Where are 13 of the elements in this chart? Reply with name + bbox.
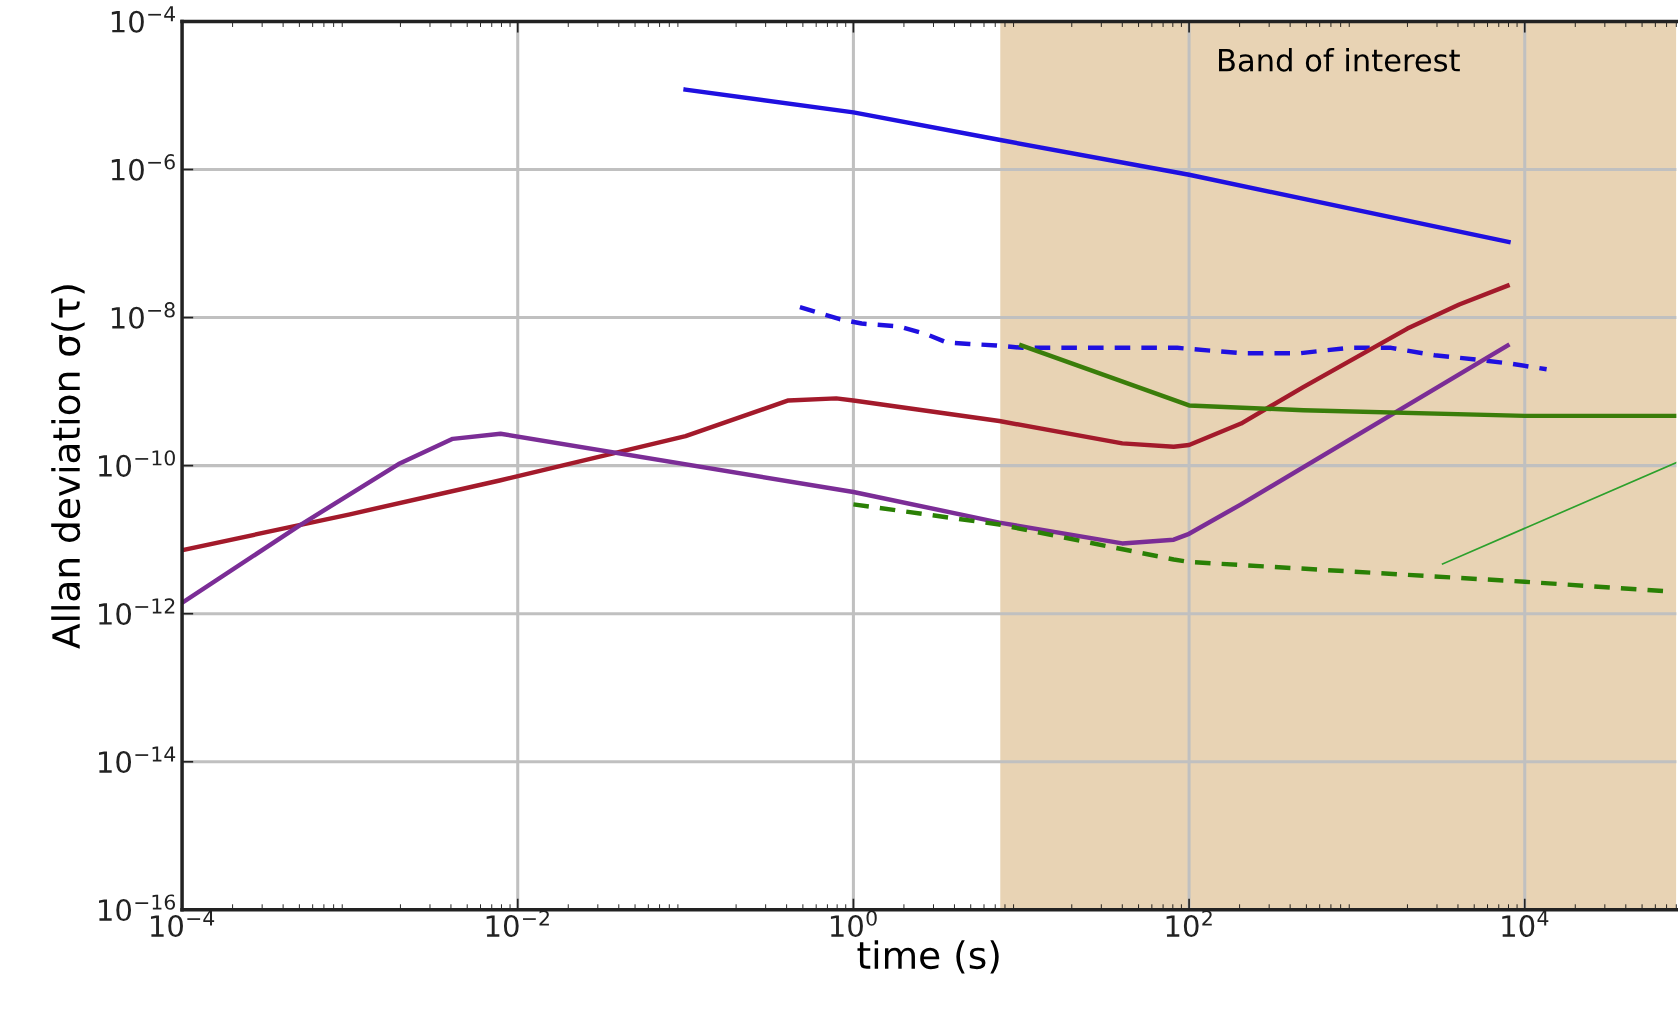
x-axis-title: time (s) <box>857 940 999 974</box>
y-tick-label: 10$^{−10}$ <box>99 450 175 477</box>
y-tick-label: 10$^{−6}$ <box>111 154 175 181</box>
x-tick-label: 10$^{0}$ <box>830 910 877 938</box>
band-label: Band of interest <box>1219 48 1460 72</box>
y-tick-label: 10$^{−12}$ <box>99 598 175 625</box>
x-tick-label: 10$^{−2}$ <box>486 910 549 938</box>
x-tick-label: 10$^{4}$ <box>1502 910 1549 938</box>
y-tick-label: 10$^{−8}$ <box>111 302 175 329</box>
x-tick-label: 10$^{2}$ <box>1166 910 1212 938</box>
y-axis-title: Allan deviation σ(τ) <box>51 285 85 649</box>
y-tick-label: 10$^{−4}$ <box>111 6 175 33</box>
y-tick-label: 10$^{−14}$ <box>99 746 176 774</box>
